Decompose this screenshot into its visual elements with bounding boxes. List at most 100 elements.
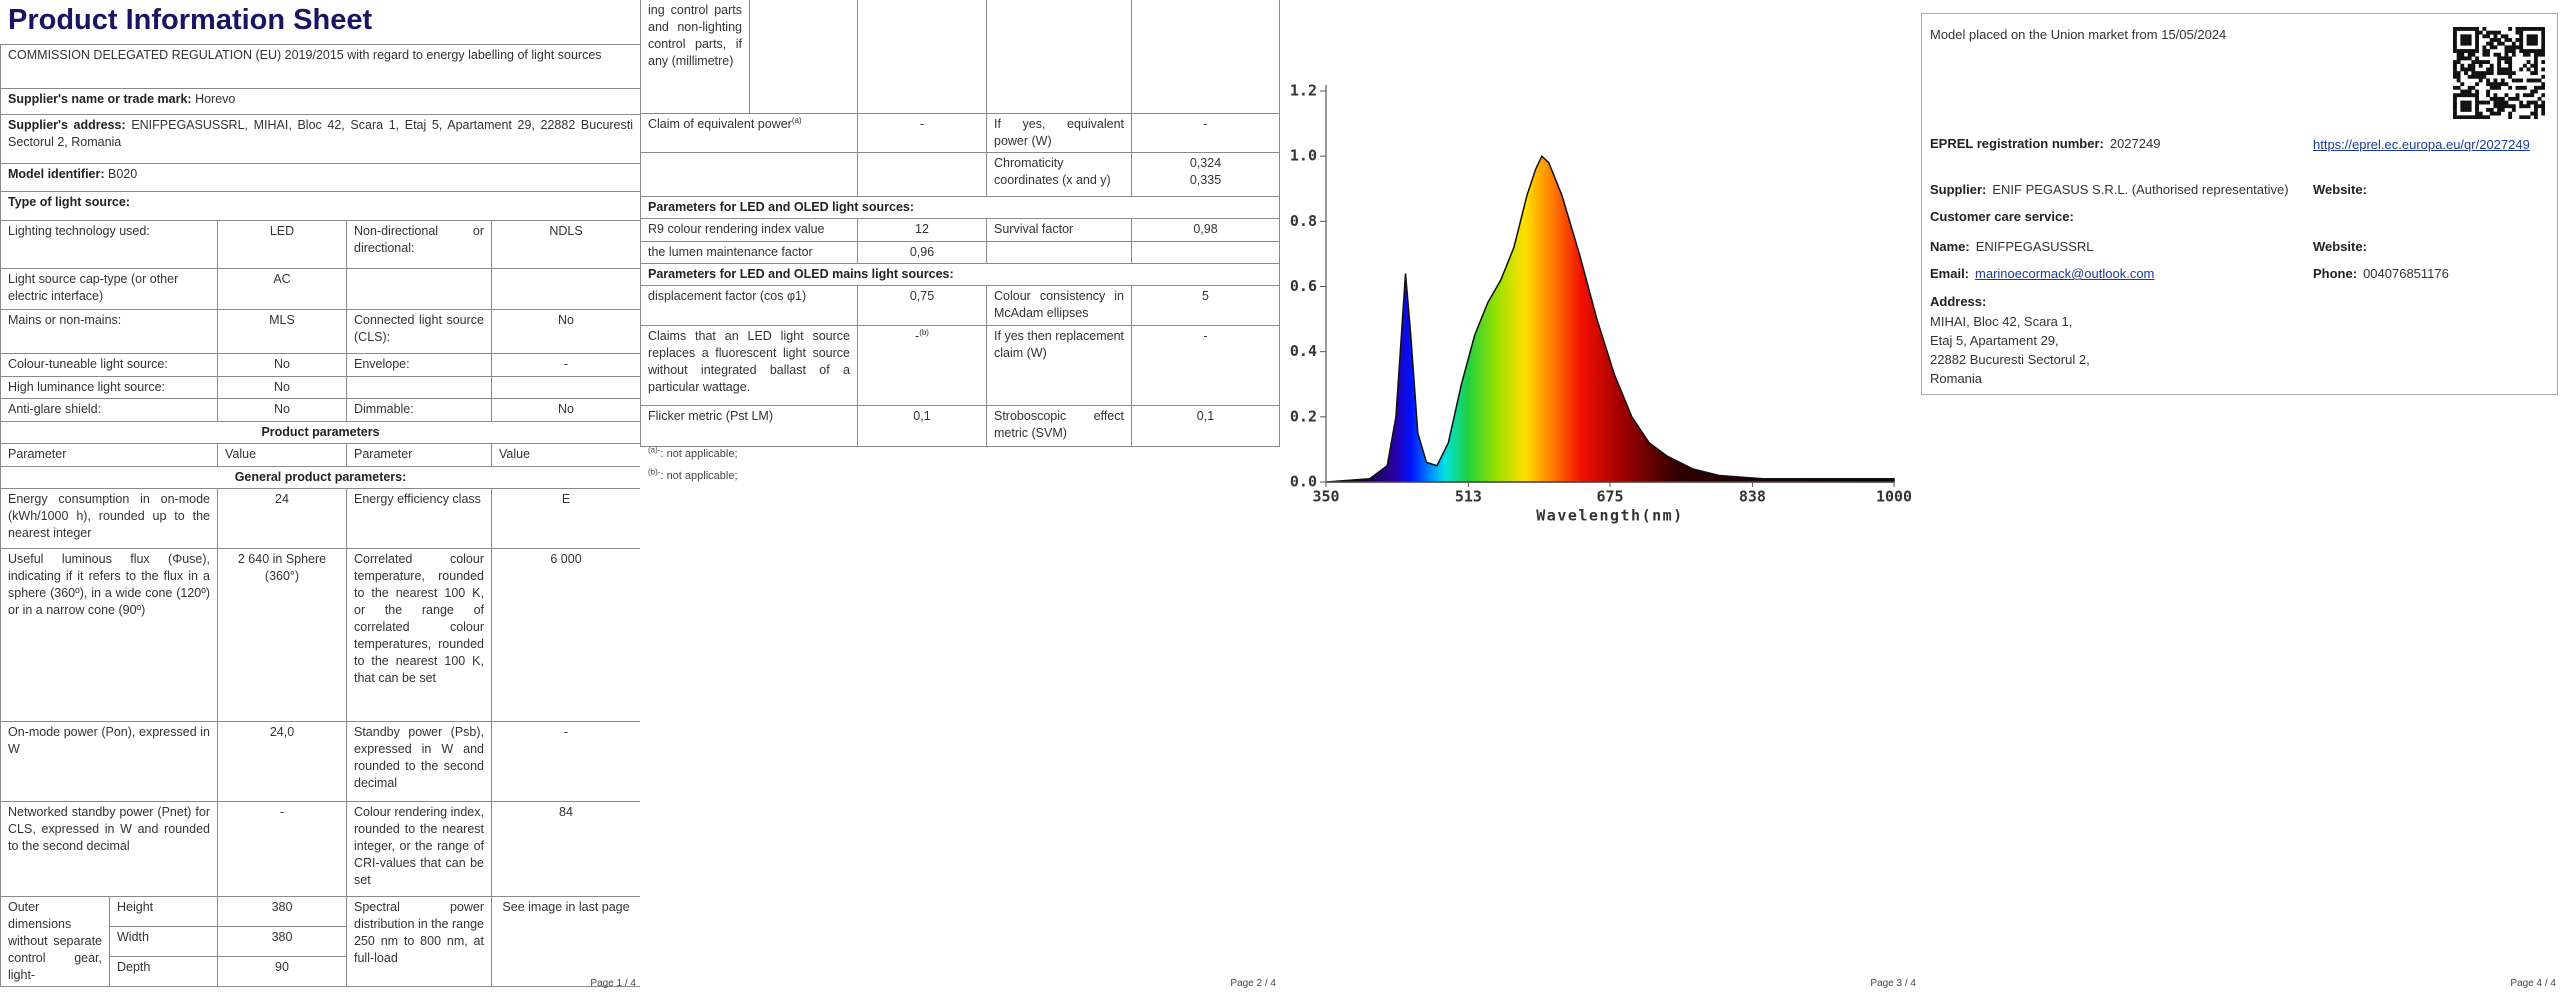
qr-module — [2464, 38, 2468, 42]
page-number: Page 1 / 4 — [590, 978, 636, 989]
qr-module — [2460, 100, 2465, 105]
table-cell: Height — [109, 895, 218, 928]
table-cell: - — [490, 353, 640, 377]
qr-module — [2467, 93, 2472, 98]
qr-module — [2453, 45, 2457, 50]
cell-text: the lumen maintenance factor — [648, 245, 813, 259]
table-cell: 0,98 — [1131, 218, 1280, 242]
table-cell: 380 — [217, 926, 347, 957]
qr-module — [2460, 52, 2465, 57]
qr-module — [2493, 82, 2498, 87]
page-number: Page 4 / 4 — [2510, 978, 2556, 989]
table-row: displacement factor (cos φ1) 0,75 Colour c… — [640, 285, 1280, 326]
field-label: Supplier's name or trade mark: — [8, 92, 192, 106]
table-cell: Stroboscopic effect metric (SVM) — [986, 405, 1132, 447]
table-row: Product parameters — [0, 421, 640, 444]
qr-module — [2519, 104, 2524, 109]
qr-module — [2500, 96, 2505, 101]
cell-text: Depth — [117, 959, 151, 974]
table-row: Networked standby power (Pnet) for CLS, … — [0, 801, 640, 897]
table-row: Supplier's address: ENIFPEGASUSSRL, MIHA… — [0, 114, 640, 164]
qr-module — [2460, 67, 2465, 72]
x-tick-label: 675 — [1596, 488, 1623, 506]
qr-module — [2522, 115, 2527, 119]
qr-module — [2526, 78, 2531, 83]
qr-module — [2508, 45, 2513, 50]
qr-module — [2537, 85, 2542, 90]
qr-module — [2504, 38, 2509, 42]
table-cell: Energy consumption in on-mode (kWh/1000 … — [0, 488, 218, 549]
qr-module — [2467, 27, 2472, 31]
table-row: Mains or non-mains: MLS Connected light so… — [0, 309, 640, 354]
cell-text: Colour-tuneable light source: — [8, 357, 168, 371]
qr-module — [2456, 74, 2461, 79]
field-label: Website: — [2313, 182, 2367, 197]
qr-module — [2497, 71, 2502, 76]
table-cell: AC — [217, 268, 347, 310]
cell-text: Spectral power distribution in the range… — [354, 900, 484, 965]
qr-module — [2493, 78, 2498, 83]
qr-module — [2533, 67, 2538, 72]
qr-module — [2504, 34, 2509, 39]
website: Website: — [2313, 239, 2373, 254]
qr-module — [2489, 30, 2494, 35]
cell-text: Stroboscopic effect metric (SVM) — [994, 409, 1124, 440]
table-cell: No — [217, 376, 347, 399]
table-cell: Spectral power distribution in the range… — [346, 896, 492, 987]
table-cell: 0,324 0,335 — [1131, 152, 1280, 197]
qr-module — [2482, 34, 2487, 39]
qr-module — [2530, 27, 2535, 31]
field-label: Type of light source: — [8, 195, 130, 209]
qr-module — [2522, 63, 2527, 68]
field-label: EPREL registration number: — [1930, 136, 2104, 151]
qr-module — [2515, 30, 2520, 35]
field-label: Name: — [1930, 239, 1970, 254]
qr-module — [2475, 27, 2479, 31]
qr-module — [2475, 34, 2479, 39]
footnote-text: : not applicable; — [660, 448, 738, 460]
table-row: Light source cap-type (or other electric… — [0, 268, 640, 310]
qr-module — [2508, 56, 2513, 61]
table-cell: See image in last page — [490, 896, 640, 987]
cell-text: Width — [117, 930, 149, 945]
cell-text: 0,98 — [1193, 222, 1218, 236]
qr-module — [2471, 27, 2476, 31]
eprel-link[interactable]: https://eprel.ec.europa.eu/qr/2027249 — [2313, 137, 2530, 152]
footnote-mark: (b)- — [648, 467, 661, 477]
qr-module — [2464, 27, 2468, 31]
qr-module — [2522, 52, 2527, 57]
qr-module — [2508, 71, 2513, 76]
qr-module — [2456, 60, 2461, 64]
qr-module — [2519, 27, 2524, 31]
page-3: 0.0 0.2 0.4 0.6 0.8 1.0 1.2 350 513 675 838 1000 Wav… — [1280, 0, 1920, 1001]
qr-module — [2453, 67, 2457, 72]
info-table: ing control parts and non-lighting contr… — [640, 0, 1280, 447]
qr-module — [2456, 115, 2461, 119]
cell-text: 6 000 — [550, 552, 582, 566]
qr-module — [2541, 49, 2545, 53]
care-name: Name: ENIFPEGASUSSRL — [1930, 239, 2094, 254]
table-cell — [986, 0, 1132, 114]
table-cell — [640, 152, 858, 197]
qr-module — [2511, 41, 2516, 46]
qr-module — [2486, 89, 2490, 94]
table-cell: Non-directional or directional: — [346, 220, 492, 269]
qr-module — [2453, 85, 2457, 90]
x-tick-label: 350 — [1312, 488, 1339, 506]
qr-module — [2541, 100, 2545, 105]
table-cell: 6 000 — [490, 548, 640, 722]
cell-text: ing control parts and non-lighting contr… — [648, 3, 742, 68]
qr-module — [2504, 56, 2509, 61]
website: Website: — [2313, 182, 2373, 197]
qr-module — [2478, 111, 2483, 116]
qr-module — [2508, 67, 2513, 72]
qr-module — [2456, 85, 2461, 90]
qr-module — [2460, 34, 2465, 39]
table-cell: - — [1131, 113, 1280, 153]
cell-text: - — [1203, 329, 1208, 343]
table-cell: Networked standby power (Pnet) for CLS, … — [0, 801, 218, 897]
qr-module — [2511, 49, 2516, 53]
qr-module — [2489, 45, 2494, 50]
email-link[interactable]: marinoecormack@outlook.com — [1975, 266, 2155, 281]
qr-module — [2515, 38, 2520, 42]
